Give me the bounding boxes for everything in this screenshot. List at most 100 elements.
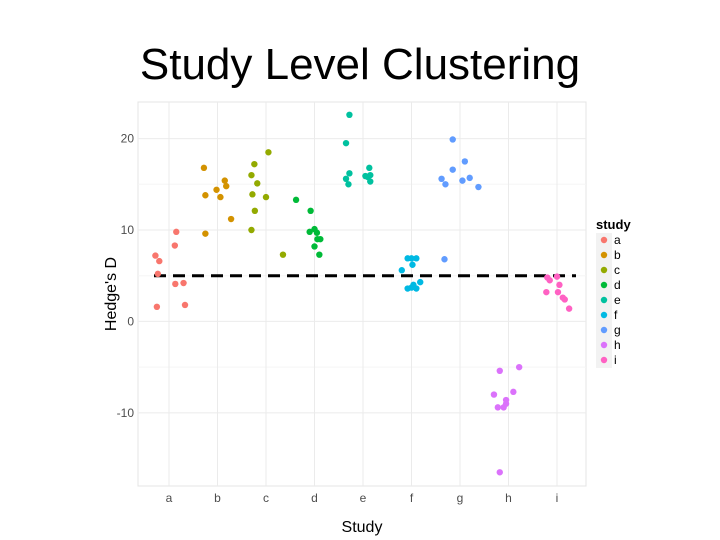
data-point-c: [248, 171, 255, 179]
data-point-b: [200, 164, 208, 172]
x-tick-label: g: [457, 491, 464, 505]
data-point-c: [262, 193, 270, 201]
legend-key-d: [600, 281, 608, 289]
data-point-e: [346, 170, 353, 177]
data-point-a: [173, 228, 180, 236]
data-point-c: [265, 149, 272, 156]
data-point-i: [546, 277, 553, 284]
data-point-c: [251, 207, 259, 214]
data-points: [152, 111, 573, 476]
x-axis-title: Study: [342, 519, 383, 536]
legend-key-c: [600, 266, 608, 274]
data-point-b: [213, 186, 220, 193]
data-point-d: [307, 207, 314, 214]
data-point-c: [248, 226, 255, 234]
legend-label-i: i: [614, 353, 617, 367]
x-tick-label: b: [214, 491, 221, 505]
data-point-c: [249, 191, 256, 198]
data-point-d: [316, 251, 323, 258]
data-point-e: [366, 164, 373, 172]
data-point-h: [502, 396, 510, 404]
data-point-g: [459, 177, 466, 184]
x-tick-label: h: [505, 491, 512, 505]
data-point-h: [496, 469, 503, 476]
data-point-h: [510, 388, 517, 396]
x-axis-ticks: a b c d e f g h i: [166, 491, 559, 505]
data-point-h: [515, 363, 523, 371]
data-point-d: [317, 235, 324, 243]
data-point-g: [449, 136, 456, 143]
data-point-b: [202, 230, 209, 237]
legend-key-b: [600, 251, 608, 259]
data-point-a: [171, 242, 179, 249]
data-point-i: [553, 273, 561, 280]
x-tick-label: e: [360, 491, 367, 505]
data-point-g: [475, 183, 482, 191]
data-point-a: [172, 280, 179, 288]
data-point-g: [461, 158, 469, 165]
y-tick-label: 10: [121, 223, 135, 237]
data-point-i: [565, 305, 573, 312]
data-point-f: [417, 278, 424, 286]
data-point-g: [438, 175, 445, 182]
x-tick-label: a: [166, 491, 173, 505]
data-point-f: [409, 261, 416, 268]
data-point-c: [254, 180, 261, 187]
legend-key-i: [600, 356, 608, 364]
data-point-g: [449, 166, 456, 173]
data-point-a: [180, 279, 187, 287]
data-point-e: [367, 171, 374, 179]
data-point-b: [217, 193, 224, 201]
data-point-e: [342, 175, 350, 182]
legend-label-c: c: [614, 263, 620, 277]
grid: [138, 102, 586, 486]
y-axis-title: Hedge's D: [103, 257, 120, 331]
legend-label-g: g: [614, 323, 621, 337]
data-point-f: [413, 285, 420, 292]
data-point-a: [181, 301, 189, 309]
data-point-h: [490, 391, 498, 398]
data-point-e: [345, 181, 352, 188]
data-point-g: [442, 181, 449, 188]
data-point-d: [306, 228, 313, 236]
data-point-f: [413, 255, 420, 262]
data-point-c: [279, 251, 287, 258]
data-point-i: [554, 288, 562, 296]
data-point-d: [292, 196, 300, 204]
y-axis-ticks: -10 0 10 20: [117, 132, 135, 420]
legend-key-g: [600, 326, 608, 334]
legend-label-a: a: [614, 233, 621, 247]
x-tick-label: i: [556, 491, 559, 505]
legend-label-f: f: [614, 308, 618, 322]
legend-label-d: d: [614, 278, 621, 292]
data-point-a: [152, 252, 159, 259]
data-point-a: [153, 303, 161, 310]
data-point-f: [408, 255, 415, 262]
data-point-d: [311, 243, 318, 250]
data-point-g: [441, 256, 448, 263]
legend-key-h: [600, 341, 608, 349]
data-point-e: [367, 178, 374, 185]
slide-title: Study Level Clustering: [139, 40, 581, 89]
legend-label-h: h: [614, 338, 621, 352]
data-point-e: [342, 139, 350, 147]
data-point-d: [313, 229, 321, 236]
y-tick-label: 20: [121, 132, 135, 146]
data-point-b: [202, 192, 209, 199]
legend-label-e: e: [614, 293, 621, 307]
data-point-i: [561, 296, 568, 303]
data-point-g: [466, 174, 473, 182]
data-point-b: [221, 177, 228, 184]
data-point-f: [398, 267, 405, 274]
x-tick-label: f: [410, 491, 414, 505]
legend-key-e: [600, 296, 608, 304]
x-tick-label: d: [311, 491, 318, 505]
legend-title: study: [596, 217, 631, 232]
y-tick-label: -10: [117, 406, 135, 420]
plot-panel: [137, 101, 587, 487]
legend-key-a: [600, 236, 608, 244]
y-tick-label: 0: [127, 314, 134, 328]
legend-key-f: [600, 311, 608, 319]
